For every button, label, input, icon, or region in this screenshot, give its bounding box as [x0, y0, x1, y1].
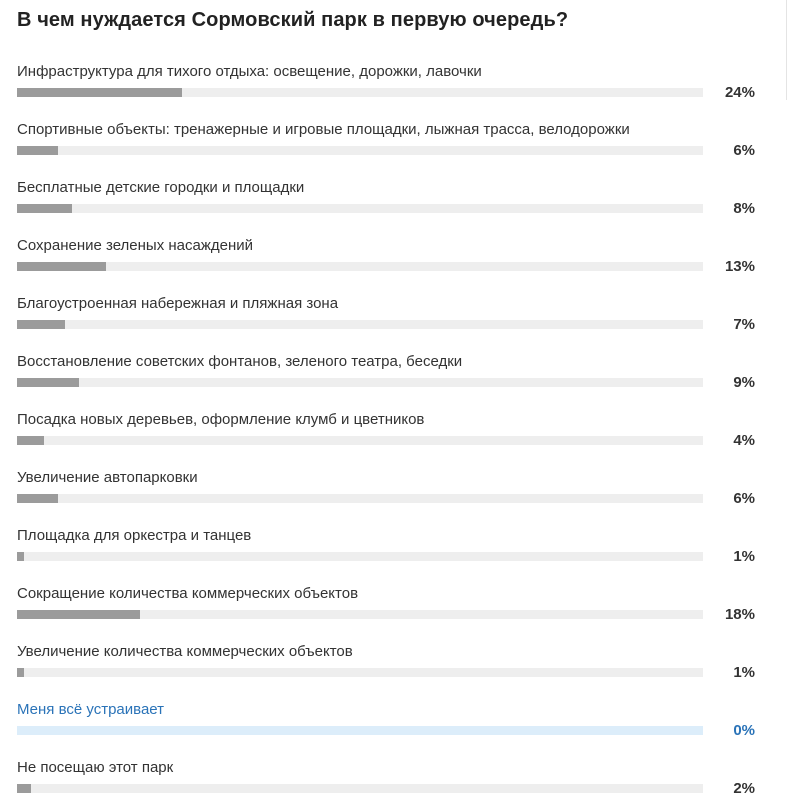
option-label: Восстановление советских фонтанов, зелен… [17, 353, 463, 370]
result-bar-fill [17, 668, 24, 677]
option-label: Инфраструктура для тихого отдыха: освеще… [17, 63, 482, 80]
option-label: Увеличение количества коммерческих объек… [17, 643, 353, 660]
option-label: Спортивные объекты: тренажерные и игровы… [17, 121, 630, 138]
option-percent: 18% [724, 606, 755, 623]
poll-option[interactable]: Спортивные объекты: тренажерные и игровы… [17, 112, 757, 170]
option-percent: 6% [733, 142, 755, 159]
option-percent: 9% [733, 374, 755, 391]
result-bar-track [17, 552, 703, 561]
result-bar-track [17, 784, 703, 793]
poll-results: В чем нуждается Сормовский парк в первую… [17, 0, 757, 808]
result-bar-fill [17, 88, 182, 97]
result-bar-track [17, 668, 703, 677]
result-bar-fill [17, 494, 59, 503]
result-bar-fill [17, 552, 24, 561]
option-label: Благоустроенная набережная и пляжная зон… [17, 295, 339, 312]
option-percent: 8% [733, 200, 755, 217]
option-percent: 1% [733, 548, 755, 565]
option-percent: 13% [724, 258, 755, 275]
poll-options-list: Инфраструктура для тихого отдыха: освеще… [17, 54, 757, 808]
option-label: Меня всё устраивает [17, 701, 165, 718]
option-label: Увеличение автопарковки [17, 469, 198, 486]
result-bar-track [17, 146, 703, 155]
option-label: Не посещаю этот парк [17, 759, 174, 776]
option-label: Сохранение зеленых насаждений [17, 237, 254, 254]
result-bar-fill [17, 436, 45, 445]
result-bar-fill [17, 610, 141, 619]
option-percent: 1% [733, 664, 755, 681]
option-percent: 4% [733, 432, 755, 449]
poll-option[interactable]: Увеличение автопарковки 6% [17, 460, 757, 518]
result-bar-track [17, 726, 703, 735]
poll-option[interactable]: Меня всё устраивает 0% [17, 692, 757, 750]
result-bar-track [17, 378, 703, 387]
option-percent: 6% [733, 490, 755, 507]
poll-option[interactable]: Сохранение зеленых насаждений 13% [17, 228, 757, 286]
poll-option[interactable]: Благоустроенная набережная и пляжная зон… [17, 286, 757, 344]
result-bar-fill [17, 204, 72, 213]
option-label: Площадка для оркестра и танцев [17, 527, 252, 544]
poll-option[interactable]: Увеличение количества коммерческих объек… [17, 634, 757, 692]
result-bar-track [17, 204, 703, 213]
poll-option[interactable]: Посадка новых деревьев, оформление клумб… [17, 402, 757, 460]
option-label: Сокращение количества коммерческих объек… [17, 585, 359, 602]
result-bar-track [17, 262, 703, 271]
option-percent: 24% [724, 84, 755, 101]
poll-title: В чем нуждается Сормовский парк в первую… [17, 9, 569, 31]
option-label: Бесплатные детские городки и площадки [17, 179, 305, 196]
result-bar-track [17, 88, 703, 97]
result-bar-track [17, 320, 703, 329]
result-bar-fill [17, 320, 66, 329]
poll-option[interactable]: Восстановление советских фонтанов, зелен… [17, 344, 757, 402]
option-percent: 0% [733, 722, 755, 739]
result-bar-track [17, 610, 703, 619]
poll-option[interactable]: Площадка для оркестра и танцев 1% [17, 518, 757, 576]
result-bar-fill [17, 378, 79, 387]
result-bar-fill [17, 262, 107, 271]
poll-option[interactable]: Инфраструктура для тихого отдыха: освеще… [17, 54, 757, 112]
result-bar-fill [17, 784, 31, 793]
result-bar-track [17, 494, 703, 503]
poll-option[interactable]: Не посещаю этот парк 2% [17, 750, 757, 808]
result-bar-track [17, 436, 703, 445]
poll-option[interactable]: Бесплатные детские городки и площадки 8% [17, 170, 757, 228]
option-percent: 2% [733, 780, 755, 797]
poll-option[interactable]: Сокращение количества коммерческих объек… [17, 576, 757, 634]
option-label: Посадка новых деревьев, оформление клумб… [17, 411, 425, 428]
option-percent: 7% [733, 316, 755, 333]
result-bar-fill [17, 146, 59, 155]
